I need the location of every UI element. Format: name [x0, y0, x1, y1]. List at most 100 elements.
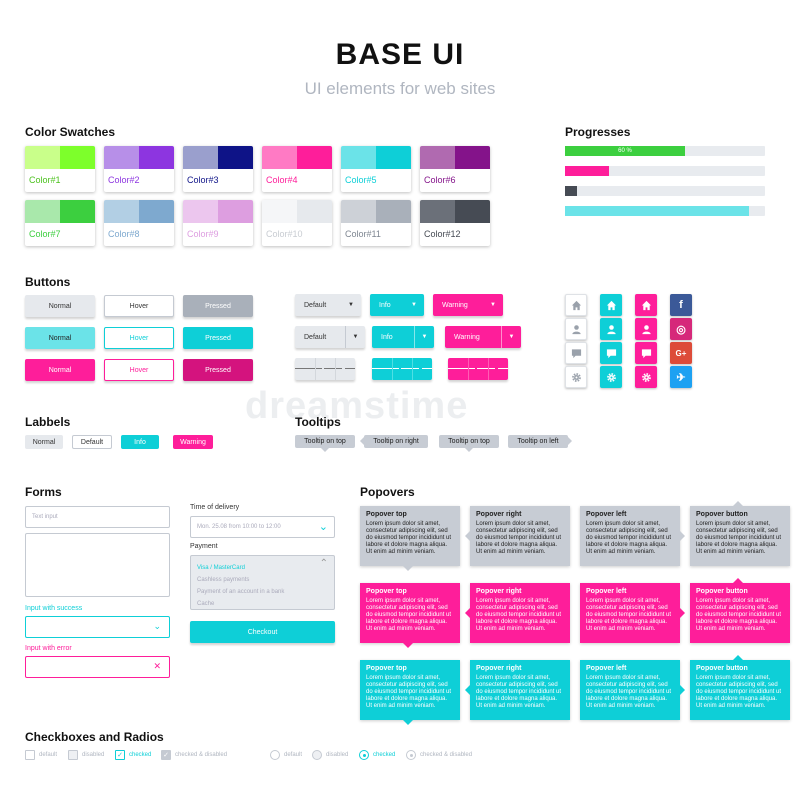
color-swatch[interactable]: Color#2: [104, 146, 174, 192]
align-center-icon[interactable]: [392, 358, 413, 380]
hover-button-pink[interactable]: Hover: [104, 359, 174, 381]
default-split-label: Default: [304, 333, 327, 341]
align-center-icon[interactable]: [315, 358, 336, 380]
radio-disabled: [312, 750, 322, 760]
swatch-label: Color#5: [345, 175, 377, 185]
popover-body: Lorem ipsum dolor sit amet, consectetur …: [696, 598, 782, 632]
payment-option[interactable]: Cashless payments: [197, 577, 250, 583]
normal-button-teal[interactable]: Normal: [25, 327, 95, 349]
popover-top-gray: Popover top Lorem ipsum dolor sit amet, c…: [360, 506, 460, 571]
warning-dropdown-label: Warning: [442, 301, 468, 309]
info-split-button[interactable]: Info ▼: [372, 326, 434, 348]
swatch-dark: [139, 200, 174, 223]
popover-left-gray: Popover left Lorem ipsum dolor sit amet, …: [580, 506, 685, 566]
user-icon[interactable]: [635, 318, 657, 340]
normal-button-pink[interactable]: Normal: [25, 359, 95, 381]
caret-down-icon: ▼: [348, 302, 354, 308]
user-icon[interactable]: [600, 318, 622, 340]
align-left-icon[interactable]: [448, 358, 468, 380]
color-swatch[interactable]: Color#3: [183, 146, 253, 192]
color-swatch[interactable]: Color#8: [104, 200, 174, 246]
instagram-icon[interactable]: ◎: [670, 318, 692, 340]
color-swatch[interactable]: Color#7: [25, 200, 95, 246]
radio-checked[interactable]: [359, 750, 369, 760]
align-left-icon[interactable]: [295, 358, 315, 380]
popovers-heading: Popovers: [360, 485, 415, 499]
color-swatch[interactable]: Color#5: [341, 146, 411, 192]
gear-icon[interactable]: [635, 366, 657, 388]
popover-title: Popover button: [696, 665, 748, 672]
popover-title: Popover left: [586, 511, 627, 518]
default-split-button[interactable]: Default ▼: [295, 326, 365, 348]
chat-icon[interactable]: [635, 342, 657, 364]
home-icon[interactable]: [600, 294, 622, 316]
color-swatch[interactable]: Color#4: [262, 146, 332, 192]
user-icon[interactable]: [565, 318, 587, 340]
popover-body: Lorem ipsum dolor sit amet, consectetur …: [696, 675, 782, 709]
swatch-light: [183, 200, 218, 223]
payment-option[interactable]: Visa / MasterCard: [197, 565, 245, 571]
chat-icon[interactable]: [565, 342, 587, 364]
color-swatch[interactable]: Color#11: [341, 200, 411, 246]
caret-down-icon[interactable]: ▼: [345, 326, 365, 348]
color-swatch[interactable]: Color#9: [183, 200, 253, 246]
swatch-colors: [104, 200, 174, 223]
pressed-button-teal[interactable]: Pressed: [183, 327, 253, 349]
color-swatch[interactable]: Color#10: [262, 200, 332, 246]
gear-icon[interactable]: [565, 366, 587, 388]
hover-button-gray[interactable]: Hover: [104, 295, 174, 317]
align-right-icon[interactable]: [335, 358, 355, 380]
info-label: Info: [121, 435, 159, 449]
watermark: dreamstime: [245, 385, 469, 427]
error-input-label: Input with error: [25, 645, 72, 652]
payment-option[interactable]: Payment of an account in a bank: [197, 589, 285, 595]
pressed-button-pink[interactable]: Pressed: [183, 359, 253, 381]
checkbox-default[interactable]: [25, 750, 35, 760]
radio-default[interactable]: [270, 750, 280, 760]
payment-label: Payment: [190, 543, 218, 550]
gear-icon[interactable]: [600, 366, 622, 388]
checks-heading: Checkboxes and Radios: [25, 730, 164, 744]
facebook-icon[interactable]: f: [670, 294, 692, 316]
home-icon[interactable]: [565, 294, 587, 316]
home-icon[interactable]: [635, 294, 657, 316]
align-center-icon[interactable]: [468, 358, 489, 380]
caret-down-icon[interactable]: ▼: [414, 326, 434, 348]
caret-down-icon[interactable]: ▼: [501, 326, 521, 348]
info-dropdown-button[interactable]: Info ▼: [370, 294, 424, 316]
buttons-heading: Buttons: [25, 275, 71, 289]
color-swatch[interactable]: Color#6: [420, 146, 490, 192]
success-input[interactable]: ⌄: [25, 616, 170, 638]
popover-title: Popover top: [366, 665, 407, 672]
google-plus-icon[interactable]: G+: [670, 342, 692, 364]
popover-body: Lorem ipsum dolor sit amet, consectetur …: [476, 598, 562, 632]
align-right-icon[interactable]: [488, 358, 508, 380]
payment-option[interactable]: Cache: [197, 601, 215, 607]
normal-button-gray[interactable]: Normal: [25, 295, 95, 317]
pressed-button-gray[interactable]: Pressed: [183, 295, 253, 317]
swatch-colors: [262, 146, 332, 169]
default-dropdown-button[interactable]: Default ▼: [295, 294, 361, 316]
warning-split-button[interactable]: Warning ▼: [445, 326, 521, 348]
progress-fill: [565, 166, 609, 176]
chat-icon[interactable]: [600, 342, 622, 364]
error-input[interactable]: ✕: [25, 656, 170, 678]
color-swatch[interactable]: Color#12: [420, 200, 490, 246]
twitter-icon[interactable]: ✈: [670, 366, 692, 388]
close-icon[interactable]: ✕: [153, 661, 161, 671]
swatch-dark: [139, 146, 174, 169]
color-swatch[interactable]: Color#1: [25, 146, 95, 192]
checkout-button[interactable]: Checkout: [190, 621, 335, 643]
payment-select-list[interactable]: Visa / MasterCard Cashless payments Paym…: [190, 555, 335, 610]
checkbox-checked[interactable]: ✓: [115, 750, 125, 760]
warning-dropdown-button[interactable]: Warning ▼: [433, 294, 503, 316]
hover-button-teal[interactable]: Hover: [104, 327, 174, 349]
text-input[interactable]: Text input: [25, 506, 170, 528]
align-right-icon[interactable]: [412, 358, 432, 380]
swatches-heading: Color Swatches: [25, 125, 116, 139]
delivery-select[interactable]: Mon. 25.08 from 10:00 to 12:00 ⌄: [190, 516, 335, 538]
textarea[interactable]: [25, 533, 170, 597]
align-left-icon[interactable]: [372, 358, 392, 380]
info-split-label: Info: [381, 333, 393, 341]
swatch-light: [341, 146, 376, 169]
